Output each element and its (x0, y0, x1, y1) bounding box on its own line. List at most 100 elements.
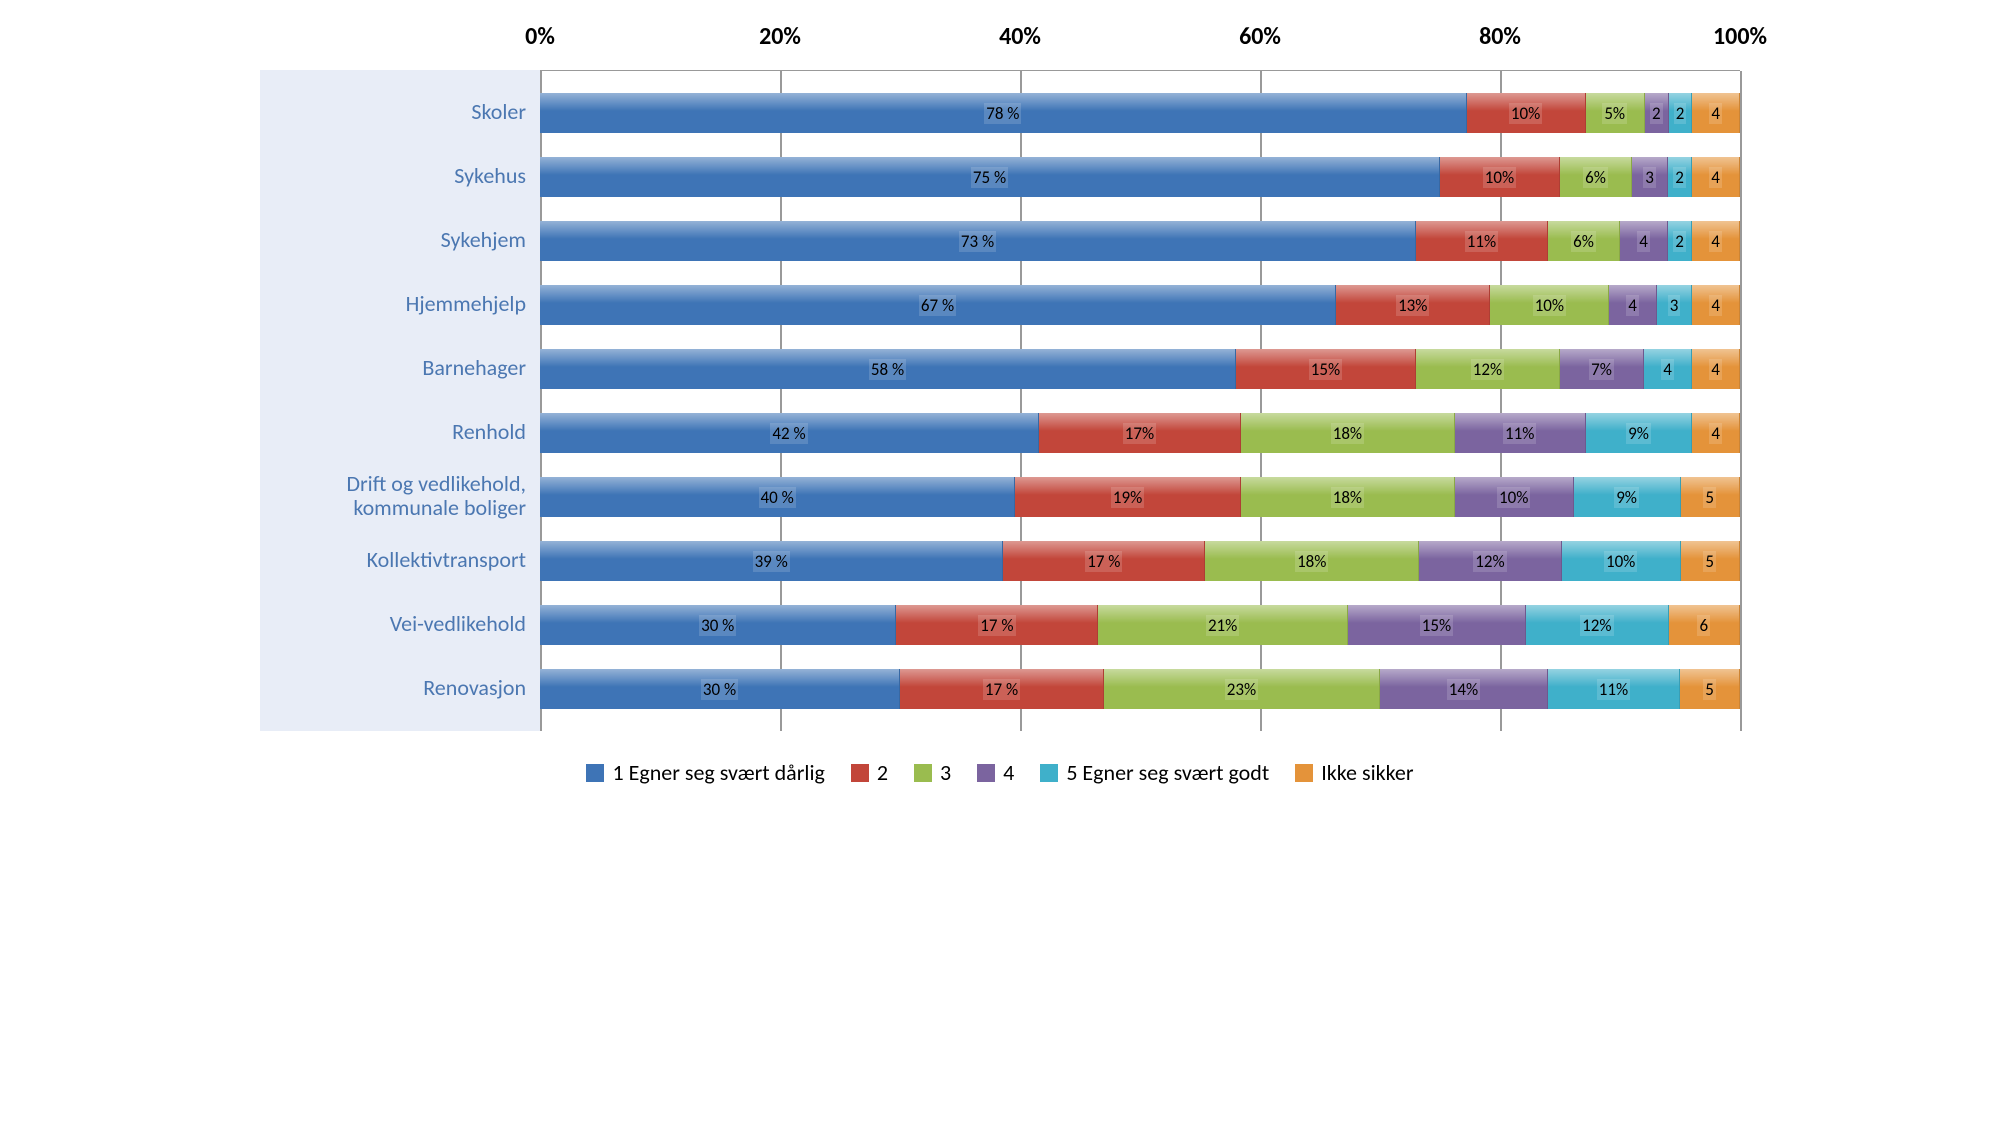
bar-segment: 7% (1560, 349, 1644, 389)
category-label: Drift og vedlikehold, kommunale boliger (266, 464, 526, 528)
bar-segment: 2 (1645, 93, 1669, 133)
segment-label: 14% (1447, 679, 1480, 700)
bar-segment: 12% (1416, 349, 1560, 389)
segment-label: 4 (1709, 359, 1722, 380)
bar-segment: 18% (1241, 477, 1455, 517)
bar-segment: 4 (1692, 285, 1740, 325)
category-label: Skoler (266, 80, 526, 144)
bar-segment: 30 % (540, 669, 900, 709)
segment-label: 67 % (919, 295, 956, 316)
bar-segment: 4 (1609, 285, 1657, 325)
bar-row: 67 %13%10%434 (540, 273, 1740, 337)
segment-label: 10% (1497, 487, 1530, 508)
bar-segment: 78 % (540, 93, 1467, 133)
bar-segment: 18% (1205, 541, 1419, 581)
segment-label: 4 (1709, 423, 1722, 444)
segment-label: 12% (1471, 359, 1504, 380)
bar-segment: 10% (1440, 157, 1560, 197)
bar-segment: 5 (1681, 477, 1740, 517)
bar-segment: 4 (1692, 349, 1740, 389)
segment-label: 17 % (983, 679, 1020, 700)
bar-segment: 10% (1455, 477, 1574, 517)
bar-segment: 13% (1336, 285, 1490, 325)
segment-label: 39 % (753, 551, 790, 572)
segment-label: 18% (1295, 551, 1328, 572)
segment-label: 12% (1580, 615, 1613, 636)
bar-segment: 4 (1644, 349, 1692, 389)
bar-segment: 11% (1416, 221, 1548, 261)
legend-item: 1 Egner seg svært dårlig (586, 759, 824, 786)
plot-area: SkolerSykehusSykehjemHjemmehjelpBarnehag… (260, 70, 1740, 731)
legend-item: 4 (977, 759, 1014, 786)
bar-segment: 9% (1586, 413, 1693, 453)
bar-segment: 17 % (900, 669, 1104, 709)
chart-container: 0% 20% 40% 60% 80% 100% SkolerSykehusSyk… (260, 20, 1740, 786)
segment-label: 30 % (701, 679, 738, 700)
bar-segment: 10% (1490, 285, 1609, 325)
bar-segment: 58 % (540, 349, 1236, 389)
segment-label: 17% (1123, 423, 1156, 444)
axis-tick-label: 60% (1239, 22, 1281, 51)
segment-label: 6% (1571, 231, 1596, 252)
bar-segment: 4 (1692, 221, 1740, 261)
bar-segment: 12% (1526, 605, 1669, 645)
segment-label: 5 (1703, 487, 1716, 508)
bar-segment: 4 (1692, 157, 1740, 197)
segment-label: 2 (1673, 167, 1686, 188)
segment-label: 4 (1637, 231, 1650, 252)
stacked-bar: 75 %10%6%324 (540, 157, 1740, 197)
segment-label: 3 (1668, 295, 1681, 316)
bar-segment: 73 % (540, 221, 1416, 261)
bar-segment: 17% (1039, 413, 1241, 453)
legend-label: 3 (940, 759, 951, 786)
plot-column: 78 %10%5%22475 %10%6%32473 %11%6%42467 %… (540, 70, 1740, 731)
legend-label: Ikke sikker (1321, 759, 1413, 786)
legend-swatch (851, 764, 869, 782)
bar-segment: 6% (1548, 221, 1620, 261)
segment-label: 21% (1206, 615, 1239, 636)
category-label: Hjemmehjelp (266, 272, 526, 336)
segment-label: 4 (1709, 103, 1722, 124)
segment-label: 4 (1626, 295, 1639, 316)
segment-label: 11% (1503, 423, 1536, 444)
bar-segment: 11% (1455, 413, 1586, 453)
bar-segment: 21% (1098, 605, 1348, 645)
bar-row: 73 %11%6%424 (540, 209, 1740, 273)
bar-segment: 10% (1562, 541, 1681, 581)
bar-segment: 4 (1692, 413, 1740, 453)
legend-swatch (586, 764, 604, 782)
stacked-bar: 40 %19%18%10%9%5 (540, 477, 1740, 517)
axis-tick-label: 20% (759, 22, 801, 51)
stacked-bar: 42 % 17% 18% 11% 9% 4 (540, 413, 1740, 453)
stacked-bar: 30 %17 %21%15%12%6 (540, 605, 1740, 645)
bar-segment: 3 (1657, 285, 1693, 325)
segment-label: 10% (1483, 167, 1516, 188)
segment-label: 19% (1111, 487, 1144, 508)
axis-tick-label: 0% (525, 22, 555, 51)
bar-segment: 15% (1348, 605, 1526, 645)
segment-label: 11% (1465, 231, 1498, 252)
segment-label: 78 % (984, 103, 1021, 124)
segment-label: 3 (1643, 167, 1656, 188)
legend: 1 Egner seg svært dårlig 2 3 4 5 Egner s… (260, 759, 1740, 786)
legend-swatch (977, 764, 995, 782)
segment-label: 4 (1709, 167, 1722, 188)
segment-label: 15% (1420, 615, 1453, 636)
segment-label: 11% (1597, 679, 1630, 700)
x-axis-ticks: 0% 20% 40% 60% 80% 100% (540, 22, 1740, 62)
legend-item: 2 (851, 759, 888, 786)
bar-segment: 6 (1669, 605, 1740, 645)
segment-label: 2 (1673, 231, 1686, 252)
bar-segment: 39 % (540, 541, 1003, 581)
bar-segment: 9% (1574, 477, 1681, 517)
bar-row: 40 %19%18%10%9%5 (540, 465, 1740, 529)
legend-swatch (914, 764, 932, 782)
segment-label: 5% (1602, 103, 1627, 124)
category-label: Barnehager (266, 336, 526, 400)
bar-segment: 18% (1241, 413, 1455, 453)
legend-label: 4 (1003, 759, 1014, 786)
segment-label: 17 % (978, 615, 1015, 636)
segment-label: 73 % (959, 231, 996, 252)
segment-label: 42 % (770, 423, 807, 444)
segment-label: 2 (1674, 103, 1687, 124)
